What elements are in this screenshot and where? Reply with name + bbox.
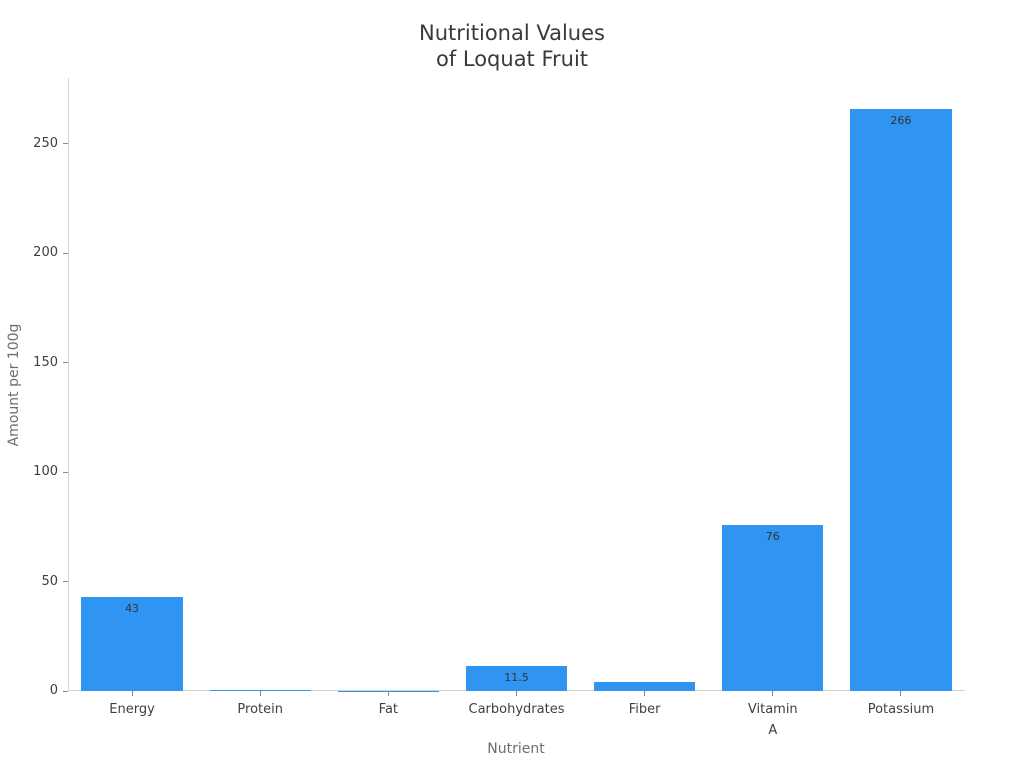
x-tick-mark [900, 691, 902, 696]
plot-area: 43 11.5 76 266 Energy Protein Fat Carbohydrate… [33, 78, 965, 738]
bar-value-label: 43 [125, 601, 140, 615]
x-tick-label: Fiber [628, 702, 661, 717]
x-tick-mark [387, 691, 389, 696]
x-tick-label: Carbohydrates [468, 702, 565, 717]
bar-fiber [594, 682, 696, 691]
x-tick-mark [772, 691, 774, 696]
bar-carbohydrates [465, 665, 568, 691]
y-tick-mark [63, 690, 68, 692]
x-tick-label: Energy [109, 702, 155, 717]
x-tick-label: Potassium [867, 702, 935, 717]
x-tick-label: Protein [237, 702, 283, 717]
x-tick-mark [131, 691, 133, 696]
chart-title: Nutritional Values of Loquat Fruit [0, 20, 1024, 72]
y-tick-mark [63, 581, 68, 583]
y-tick-label: 250 [33, 135, 58, 151]
x-tick-mark [516, 691, 517, 696]
bar-value-label: 76 [765, 529, 780, 543]
y-tick-label: 150 [33, 354, 58, 370]
bar-vitamin-a [722, 524, 824, 691]
y-tick-mark [63, 362, 68, 364]
chart-title-line-2: of Loquat Fruit [435, 47, 589, 71]
y-tick-label: 0 [49, 683, 58, 698]
bar-energy [81, 596, 183, 691]
chart-title-line-1: Nutritional Values [419, 21, 605, 45]
bar-value-label: 11.5 [504, 670, 529, 684]
bar-value-label: 266 [890, 113, 912, 127]
x-tick-mark [644, 691, 646, 696]
y-axis-spine [68, 78, 69, 691]
y-tick-label: 200 [33, 245, 58, 261]
y-tick-mark [63, 252, 68, 254]
y-tick-mark [63, 471, 68, 473]
x-tick-label: Vitamin A [747, 702, 798, 738]
y-axis-title: Amount per 100g [6, 323, 22, 447]
x-tick-label: Fat [378, 702, 399, 717]
y-tick-label: 50 [41, 573, 58, 589]
bar-protein [209, 690, 311, 691]
y-tick-mark [63, 143, 68, 145]
y-tick-label: 100 [33, 464, 58, 480]
bar-potassium [850, 108, 952, 691]
x-axis-title: Nutrient [487, 741, 545, 757]
x-tick-mark [259, 691, 261, 696]
